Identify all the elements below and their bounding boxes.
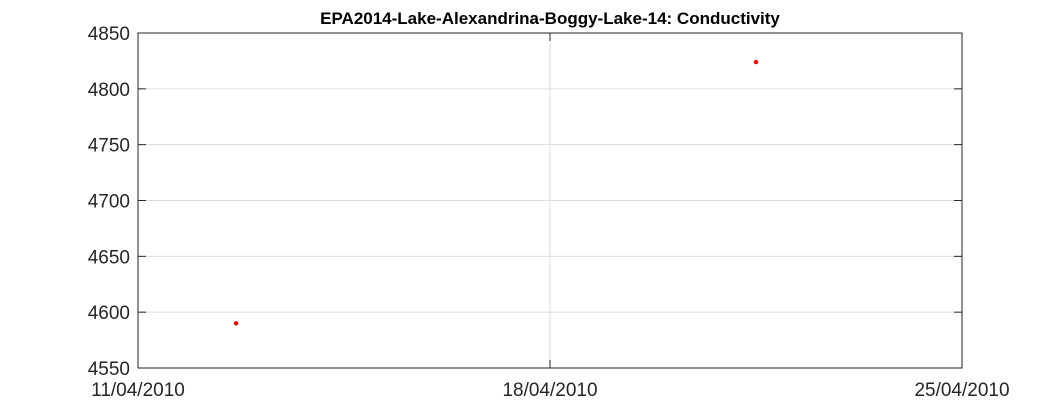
axis-ticks: 4550 4600 4650 4700 4750 4800 4850 11/04/2010 18… (88, 24, 1010, 401)
y-tick-label: 4800 (88, 80, 130, 101)
grid-lines (138, 33, 962, 368)
data-points (233, 59, 759, 326)
data-point (753, 59, 759, 65)
x-tick-label: 18/04/2010 (502, 380, 597, 401)
y-tick-label: 4650 (88, 247, 130, 268)
y-tick-label: 4750 (88, 136, 130, 157)
y-tick-label: 4850 (88, 24, 130, 45)
y-tick-label: 4700 (88, 192, 130, 213)
y-tick-label: 4600 (88, 303, 130, 324)
y-tick-label: 4550 (88, 359, 130, 380)
x-tick-label: 11/04/2010 (91, 380, 185, 401)
plot-area-border (137, 32, 963, 369)
x-tick-label: 25/04/2010 (914, 380, 1009, 401)
chart-title: EPA2014-Lake-Alexandrina-Boggy-Lake-14: … (320, 9, 780, 28)
data-point (233, 321, 239, 326)
